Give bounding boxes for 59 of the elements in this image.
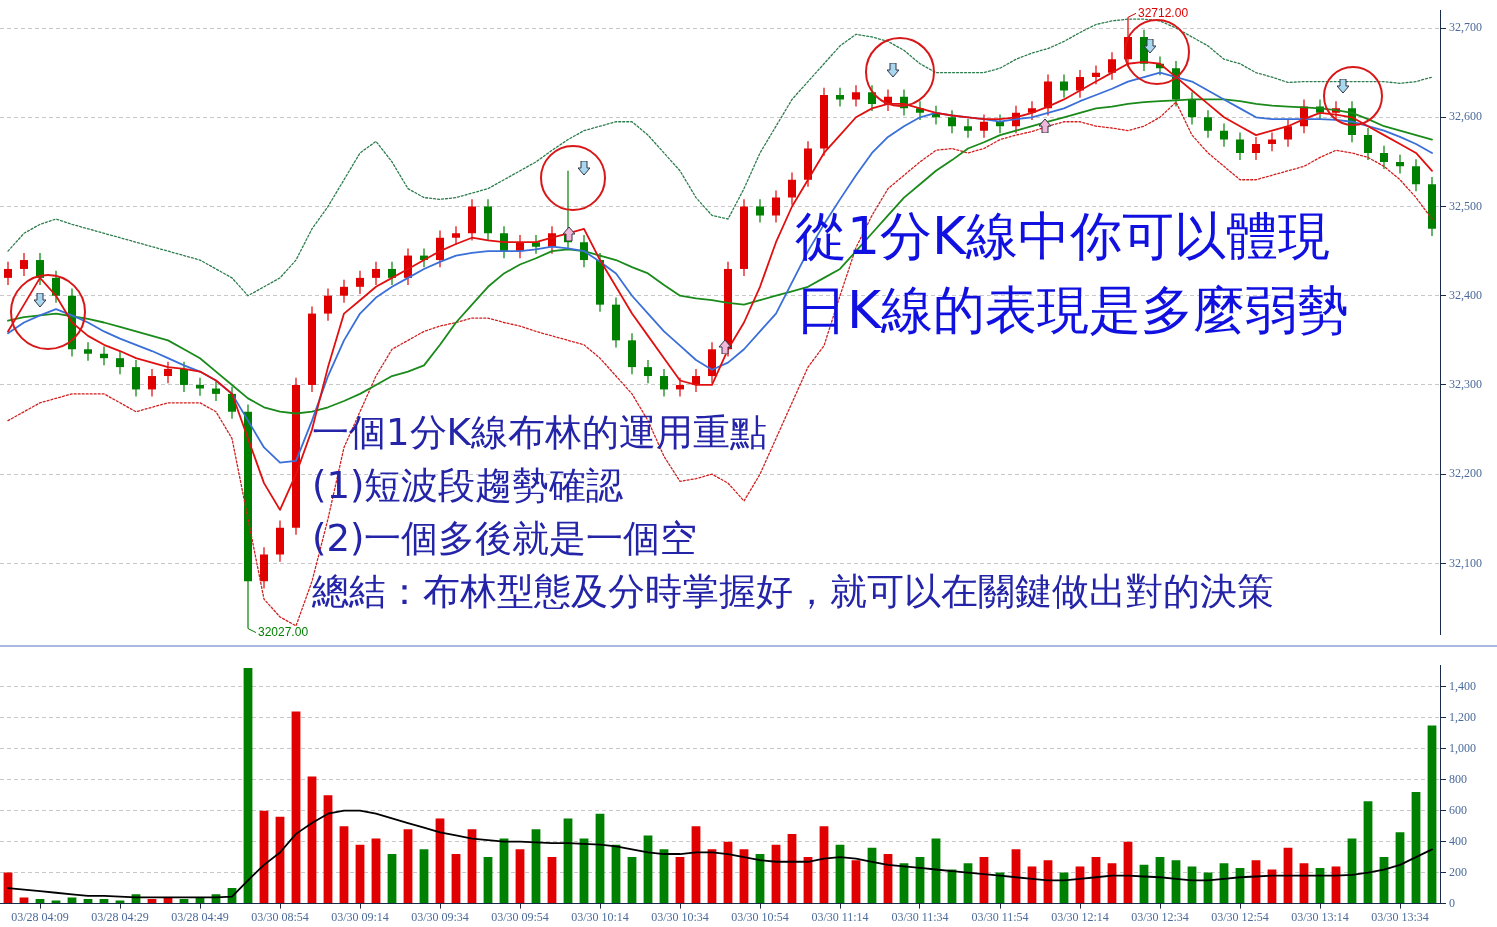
x-tick-label: 03/30 12:34: [1131, 909, 1189, 924]
x-tick-label: 03/28 04:29: [91, 909, 149, 924]
y-tick-label: 32,700: [1449, 20, 1482, 35]
y-tick-label: 32,500: [1449, 198, 1482, 213]
bar: [1427, 725, 1437, 904]
x-tick-label: 03/30 10:14: [571, 909, 629, 924]
annotation: (2)一個多後就是一個空: [312, 517, 698, 560]
x-tick-label: 03/30 11:54: [971, 909, 1029, 924]
bar: [371, 838, 381, 904]
x-tick-label: 03/30 10:34: [651, 909, 709, 924]
bar: [483, 857, 493, 904]
y-tick-label: 32,600: [1449, 109, 1482, 124]
bar: [419, 849, 429, 904]
y-tick-label: 32,100: [1449, 555, 1482, 570]
y-tick-label: 400: [1449, 833, 1467, 848]
x-tick-label: 03/30 13:14: [1291, 909, 1349, 924]
bar: [627, 857, 637, 904]
x-tick-label: 03/28 04:09: [11, 909, 69, 924]
bar: [403, 829, 413, 904]
x-tick-label: 03/30 09:54: [491, 909, 549, 924]
y-tick-label: 1,400: [1449, 678, 1476, 693]
bar: [339, 826, 349, 904]
x-tick-label: 03/30 12:14: [1051, 909, 1109, 924]
bar: [547, 857, 557, 904]
y-tick-label: 32,200: [1449, 466, 1482, 481]
x-tick-label: 03/30 11:34: [891, 909, 949, 924]
x-tick-label: 03/28 04:49: [171, 909, 229, 924]
annotation: 一個1分K線布林的運用重點: [312, 411, 767, 454]
y-tick-label: 1,200: [1449, 709, 1476, 724]
bar: [387, 854, 397, 904]
x-tick-label: 03/30 12:54: [1211, 909, 1269, 924]
y-tick-label: 32,400: [1449, 287, 1482, 302]
x-tick-label: 03/30 11:14: [811, 909, 869, 924]
annotation: 32712.00: [1138, 5, 1189, 20]
bar: [355, 844, 365, 904]
annotation: 總結：布林型態及分時掌握好，就可以在關鍵做出對的決策: [312, 570, 1274, 613]
x-tick-label: 03/30 10:54: [731, 909, 789, 924]
y-tick-label: 200: [1449, 864, 1467, 879]
annotation: 32027.00: [258, 624, 309, 639]
annotation: (1)短波段趨勢確認: [312, 464, 624, 507]
bar: [67, 897, 77, 904]
x-tick-label: 03/30 13:34: [1371, 909, 1429, 924]
bar: [675, 857, 685, 904]
bar: [19, 897, 29, 904]
bar: [851, 860, 861, 904]
y-tick-label: 0: [1449, 895, 1455, 910]
annotation: 日K線的表現是多麼弱勢: [795, 280, 1350, 340]
x-tick-label: 03/30 09:34: [411, 909, 469, 924]
y-tick-label: 800: [1449, 771, 1467, 786]
bar: [515, 849, 525, 904]
bar: [291, 711, 301, 904]
y-tick-label: 1,000: [1449, 740, 1476, 755]
bar: [243, 668, 253, 904]
y-tick-label: 600: [1449, 802, 1467, 817]
y-tick-label: 32,300: [1449, 377, 1482, 392]
x-tick-label: 03/30 09:14: [331, 909, 389, 924]
line-series: [7, 101, 1433, 627]
x-tick-label: 03/30 08:54: [251, 909, 309, 924]
bar: [451, 854, 461, 904]
